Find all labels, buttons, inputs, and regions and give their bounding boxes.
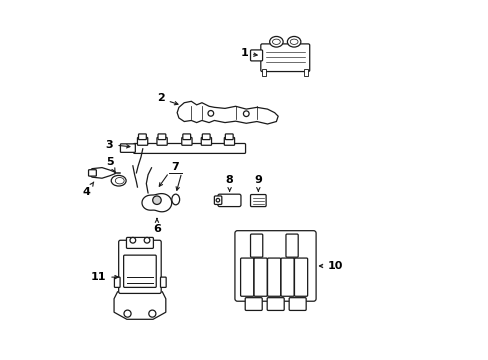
Circle shape	[216, 198, 219, 202]
Ellipse shape	[290, 39, 297, 44]
FancyBboxPatch shape	[260, 44, 309, 72]
FancyBboxPatch shape	[250, 234, 262, 257]
FancyBboxPatch shape	[250, 50, 262, 61]
Text: 8: 8	[225, 175, 233, 191]
Text: 9: 9	[254, 175, 262, 191]
Text: 10: 10	[319, 261, 343, 271]
Text: 3: 3	[105, 140, 130, 149]
Bar	[262, 69, 266, 76]
FancyBboxPatch shape	[160, 277, 166, 287]
FancyBboxPatch shape	[267, 258, 280, 296]
FancyBboxPatch shape	[201, 138, 211, 145]
FancyBboxPatch shape	[119, 240, 161, 293]
Circle shape	[207, 111, 213, 116]
Polygon shape	[89, 168, 115, 178]
Circle shape	[243, 111, 248, 117]
Polygon shape	[142, 194, 171, 212]
Text: 2: 2	[157, 94, 178, 105]
FancyBboxPatch shape	[294, 258, 307, 296]
Circle shape	[144, 238, 149, 243]
FancyBboxPatch shape	[158, 134, 165, 140]
FancyBboxPatch shape	[183, 134, 190, 140]
Ellipse shape	[287, 36, 300, 47]
FancyBboxPatch shape	[133, 144, 245, 153]
Bar	[304, 69, 307, 76]
FancyBboxPatch shape	[225, 134, 233, 140]
FancyBboxPatch shape	[240, 258, 253, 296]
FancyBboxPatch shape	[224, 138, 234, 145]
Ellipse shape	[272, 39, 280, 44]
Text: 5: 5	[106, 157, 115, 172]
Ellipse shape	[269, 36, 283, 47]
FancyBboxPatch shape	[88, 170, 96, 176]
FancyBboxPatch shape	[285, 234, 298, 257]
Circle shape	[124, 310, 131, 317]
Text: 11: 11	[91, 272, 118, 282]
FancyBboxPatch shape	[250, 194, 265, 207]
FancyBboxPatch shape	[281, 258, 294, 296]
Text: 6: 6	[153, 219, 161, 234]
Text: 4: 4	[82, 182, 94, 197]
FancyBboxPatch shape	[182, 138, 192, 145]
FancyBboxPatch shape	[254, 258, 267, 296]
FancyBboxPatch shape	[137, 138, 147, 145]
FancyBboxPatch shape	[114, 277, 120, 287]
FancyBboxPatch shape	[126, 238, 153, 248]
FancyBboxPatch shape	[120, 144, 135, 152]
FancyBboxPatch shape	[214, 196, 222, 204]
FancyBboxPatch shape	[123, 255, 156, 287]
FancyBboxPatch shape	[244, 298, 262, 310]
Text: 7: 7	[171, 162, 179, 172]
Ellipse shape	[111, 175, 126, 186]
FancyBboxPatch shape	[288, 298, 305, 310]
Text: 1: 1	[240, 49, 257, 58]
FancyBboxPatch shape	[234, 231, 315, 301]
Circle shape	[152, 196, 161, 204]
FancyBboxPatch shape	[218, 194, 241, 207]
Ellipse shape	[171, 194, 179, 205]
Ellipse shape	[115, 177, 124, 184]
Polygon shape	[177, 101, 278, 124]
FancyBboxPatch shape	[138, 134, 146, 140]
FancyBboxPatch shape	[202, 134, 210, 140]
FancyBboxPatch shape	[266, 298, 284, 310]
Circle shape	[148, 310, 156, 317]
FancyBboxPatch shape	[157, 138, 167, 145]
Circle shape	[130, 238, 135, 243]
